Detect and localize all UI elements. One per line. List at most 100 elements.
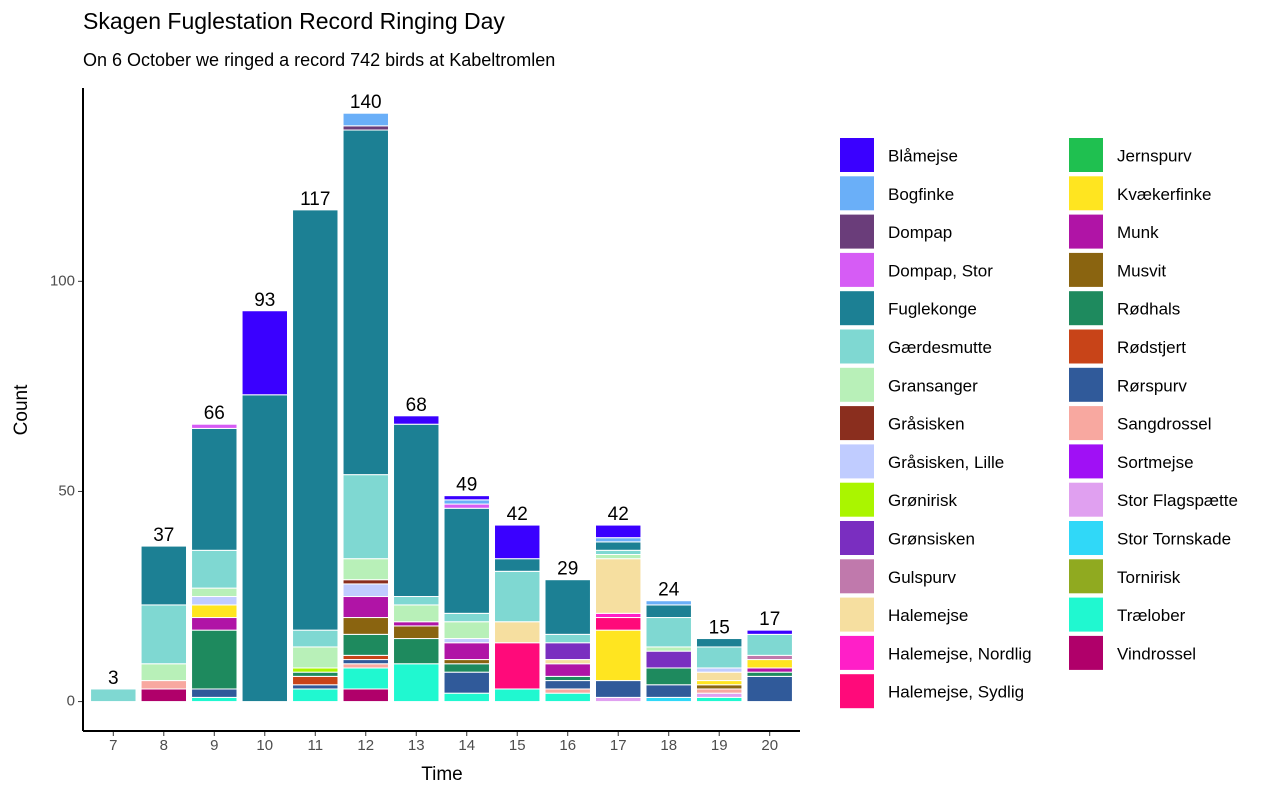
- total-label: 42: [608, 504, 629, 525]
- x-axis-title: Time: [421, 764, 463, 785]
- legend-label: Trælober: [1117, 606, 1186, 625]
- x-tick-label: 18: [660, 737, 677, 754]
- legend-label: Halemejse, Sydlig: [888, 683, 1024, 702]
- bar-segment: [342, 583, 389, 598]
- x-tick-label: 9: [210, 737, 218, 754]
- bar-segment: [544, 675, 591, 682]
- bar-segment: [342, 112, 389, 127]
- legend-label: Halemejse, Nordlig: [888, 644, 1032, 663]
- x-tick-label: 10: [256, 737, 273, 754]
- bar-segment: [595, 696, 642, 703]
- bar-segment: [393, 415, 440, 425]
- legend-label: Gråsisken, Lille: [888, 453, 1004, 472]
- legend-swatch: [840, 406, 874, 441]
- bar-segment: [645, 600, 692, 606]
- bar-segment: [544, 663, 591, 677]
- legend-label: Rødhals: [1117, 300, 1180, 319]
- total-label: 140: [350, 92, 382, 113]
- legend-swatch: [840, 521, 874, 555]
- bar-segment: [191, 587, 238, 598]
- legend-swatch: [1069, 214, 1103, 249]
- bar-segment: [494, 621, 541, 644]
- total-label: 42: [507, 504, 528, 525]
- legend-label: Blåmejse: [888, 146, 958, 165]
- bar-segment: [140, 604, 188, 665]
- legend-label: Grønirisk: [888, 491, 957, 510]
- legend-label: Gråsisken: [888, 415, 965, 434]
- legend-swatch: [840, 367, 874, 402]
- bar-segment: [746, 675, 793, 703]
- legend-swatch: [840, 559, 874, 594]
- legend-swatch: [1069, 138, 1103, 172]
- legend-swatch: [840, 635, 874, 670]
- bar-segment: [544, 633, 591, 644]
- x-tick-label: 15: [509, 737, 526, 754]
- bar-segment: [292, 675, 339, 686]
- bar-segment: [292, 684, 339, 690]
- legend-label: Sangdrossel: [1117, 415, 1212, 434]
- x-tick-label: 14: [458, 737, 475, 754]
- legend-swatch: [1069, 559, 1103, 594]
- bar-segment: [292, 671, 339, 677]
- legend-swatch: [840, 482, 874, 517]
- legend-swatch: [840, 138, 874, 172]
- legend-label: Halemejse: [888, 606, 968, 625]
- bar-segment: [342, 596, 389, 619]
- bar-segment: [292, 629, 339, 648]
- total-label: 15: [709, 618, 730, 639]
- bar-segment: [443, 692, 490, 703]
- legend-label: Stor Tornskade: [1117, 529, 1231, 548]
- bar-segment: [494, 642, 541, 690]
- bar-segment: [695, 680, 743, 686]
- bar-segment: [645, 646, 692, 652]
- bar-segment: [191, 688, 238, 698]
- legend-swatch: [1069, 367, 1103, 402]
- total-label: 66: [204, 403, 225, 424]
- bar-segment: [595, 524, 642, 539]
- bar-segment: [342, 474, 389, 560]
- legend-label: Jernspurv: [1117, 146, 1192, 165]
- legend-swatch: [1069, 444, 1103, 479]
- bar-segment: [342, 663, 389, 669]
- legend-label: Rødstjert: [1117, 338, 1186, 357]
- total-label: 17: [759, 609, 780, 630]
- bar-segment: [241, 394, 288, 703]
- bar-segment: [292, 646, 339, 669]
- bar-segment: [645, 617, 692, 648]
- bar-segment: [443, 495, 490, 501]
- bar-segment: [342, 667, 389, 690]
- bar-segment: [191, 696, 238, 703]
- total-label: 29: [557, 559, 578, 580]
- x-tick-label: 8: [160, 737, 168, 754]
- bar-segment: [645, 684, 692, 698]
- bar-segment: [746, 633, 793, 656]
- bar-segment: [342, 633, 389, 656]
- chart-title: Skagen Fuglestation Record Ringing Day: [83, 8, 505, 34]
- y-axis-title: Count: [11, 384, 32, 435]
- bar-segment: [746, 667, 793, 673]
- legend-label: Kvækerfinke: [1117, 185, 1211, 204]
- legend-swatch: [1069, 176, 1103, 211]
- total-label: 68: [406, 395, 427, 416]
- legend-swatch: [1069, 329, 1103, 364]
- legend-swatch: [840, 176, 874, 211]
- total-label: 3: [108, 668, 119, 689]
- bar-segment: [342, 654, 389, 661]
- bar-segment: [342, 579, 389, 585]
- chart-subtitle: On 6 October we ringed a record 742 bird…: [83, 50, 555, 70]
- bar-segment: [595, 680, 642, 698]
- legend-label: Grønsisken: [888, 529, 975, 548]
- bar-segment: [595, 558, 642, 614]
- bar-segment: [595, 549, 642, 555]
- legend-swatch: [840, 252, 874, 287]
- legend-label: Dompap, Stor: [888, 261, 993, 280]
- bar-segment: [191, 604, 238, 619]
- bar-segment: [140, 680, 188, 690]
- total-label: 117: [300, 189, 330, 210]
- legend-swatch: [1069, 597, 1103, 632]
- legend-swatch: [840, 214, 874, 249]
- legend-swatch: [1069, 482, 1103, 517]
- bar-segment: [695, 684, 743, 690]
- total-label: 37: [153, 525, 174, 546]
- total-label: 24: [658, 580, 680, 601]
